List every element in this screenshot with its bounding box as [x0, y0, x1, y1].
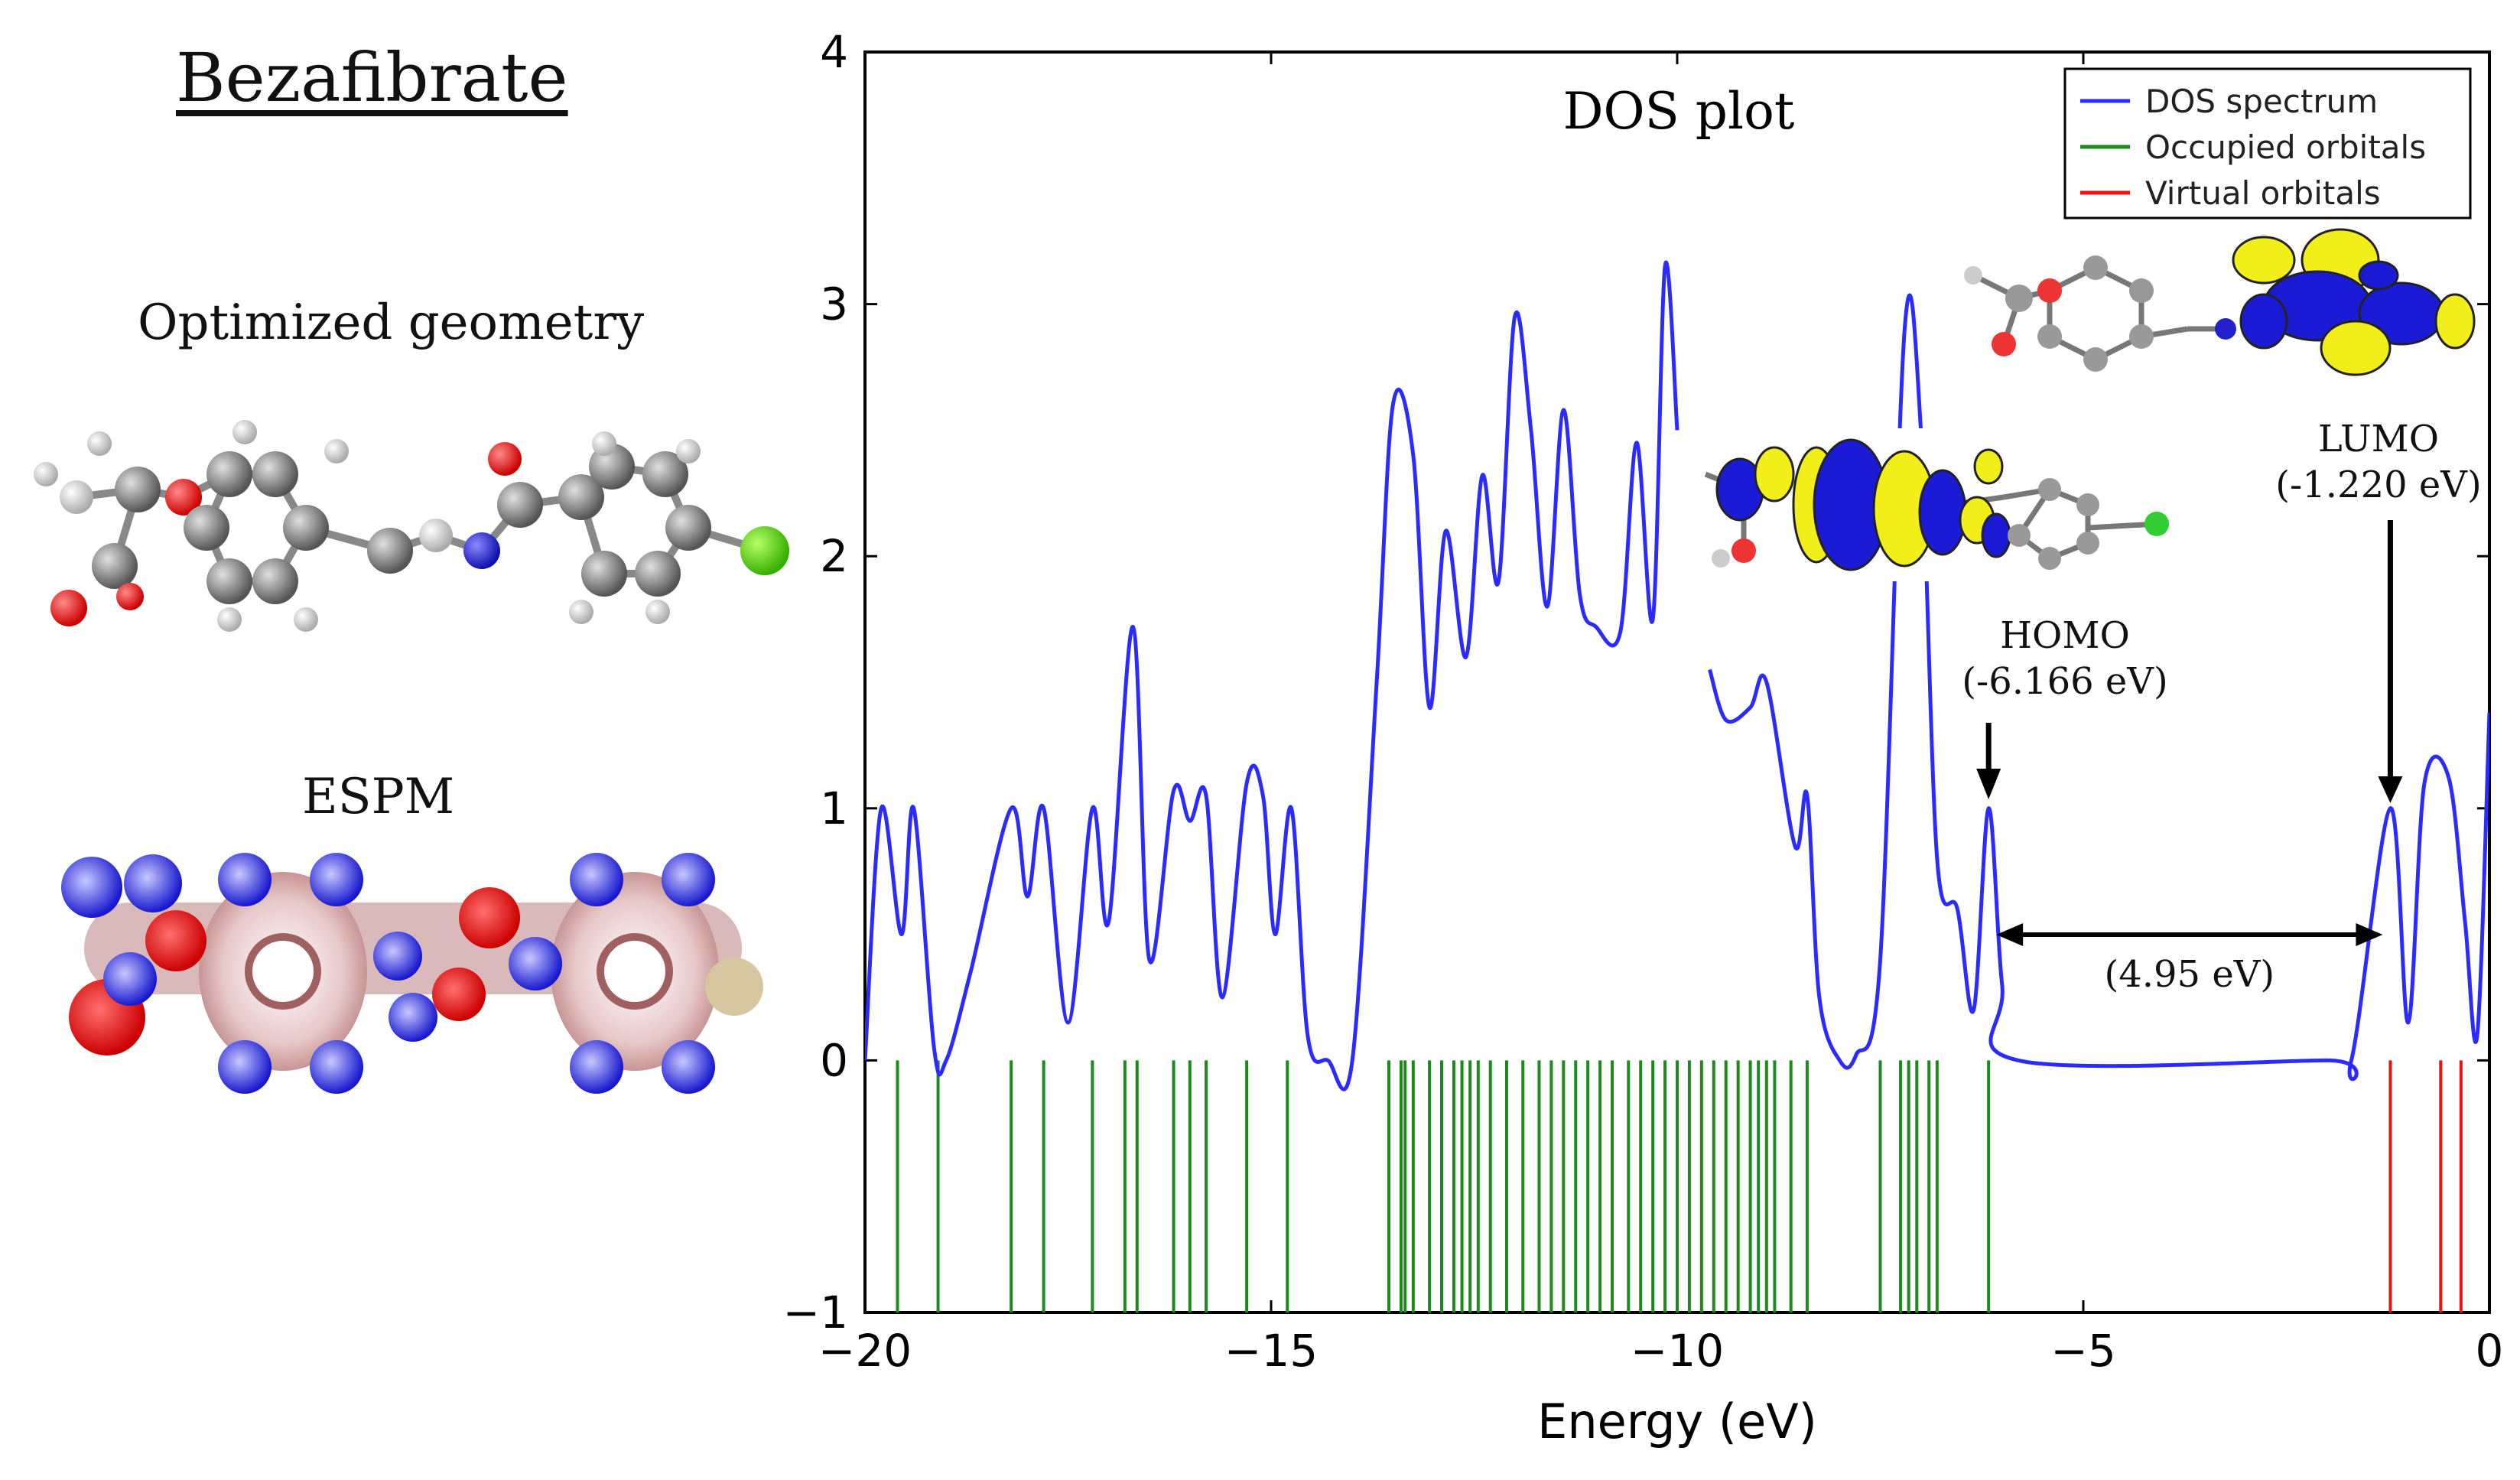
x-axis-label: Energy (eV) [1537, 1394, 1817, 1449]
homo-arrow-head [1976, 769, 2001, 799]
y-tick-label: 2 [820, 530, 848, 582]
optimized-geometry-image [34, 420, 789, 632]
chart-title: DOS plot [1563, 82, 1795, 141]
homo-label: HOMO [2000, 614, 2130, 657]
legend: DOS spectrum Occupied orbitals Virtual orb… [2063, 67, 2472, 220]
molecule-title: Bezafibrate [176, 38, 568, 117]
left-panel: Bezafibrate Optimized geometry [0, 0, 826, 1480]
lumo-orbital-image [1964, 228, 2476, 376]
x-tick-label: −20 [818, 1325, 912, 1377]
lumo-value: (-1.220 eV) [2275, 464, 2481, 506]
dos-spectrum-line [865, 260, 1679, 1091]
legend-entry: Occupied orbitals [2145, 128, 2426, 166]
x-tick-label: −10 [1631, 1325, 1724, 1377]
x-tick-label: −5 [2050, 1325, 2116, 1377]
y-tick-label: 4 [820, 26, 848, 78]
geometry-label: Optimized geometry [138, 294, 645, 351]
legend-entry: Virtual orbitals [2145, 174, 2381, 212]
dos-spectrum-line [1708, 293, 2489, 1082]
legend-box [2063, 67, 2472, 220]
y-tick-label: 1 [820, 782, 848, 834]
lumo-label: LUMO [2318, 418, 2439, 460]
homo-orbital-image [1690, 428, 2169, 581]
lumo-arrow-head [2378, 776, 2403, 803]
gap-label: (4.95 eV) [2104, 953, 2275, 996]
y-tick-label: −1 [783, 1286, 849, 1339]
y-tick-label: 3 [820, 278, 848, 330]
homo-value: (-6.166 eV) [1962, 660, 2167, 703]
x-tick-label: −15 [1224, 1325, 1318, 1377]
legend-entry: DOS spectrum [2145, 83, 2378, 120]
espm-label: ESPM [302, 769, 455, 825]
y-tick-label: 0 [820, 1034, 848, 1086]
gap-arrow-left-head [1996, 923, 2024, 946]
x-tick-label: 0 [2476, 1325, 2504, 1377]
gap-arrow-right-head [2356, 923, 2383, 946]
espm-image [61, 853, 763, 1094]
